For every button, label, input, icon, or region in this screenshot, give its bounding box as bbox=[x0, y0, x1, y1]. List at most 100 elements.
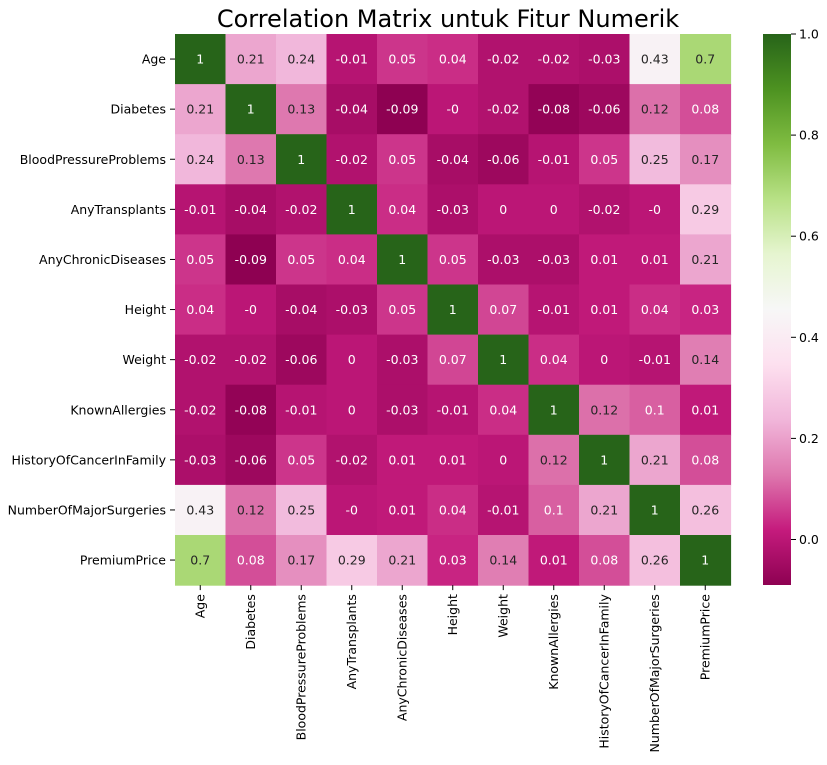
heatmap-cell bbox=[427, 234, 479, 286]
heatmap-cell bbox=[629, 134, 681, 185]
heatmap-cell-value: -0 bbox=[447, 102, 460, 117]
heatmap-cell bbox=[326, 184, 378, 235]
heatmap-cell-value: 0.05 bbox=[287, 252, 315, 267]
heatmap-cell-value: 0.21 bbox=[641, 452, 669, 467]
y-tick-label: HistoryOfCancerInFamily bbox=[11, 452, 166, 467]
heatmap-cell bbox=[629, 234, 681, 286]
chart-title: Correlation Matrix untuk Fitur Numerik bbox=[217, 5, 679, 33]
heatmap-cell-value: -0.04 bbox=[437, 152, 469, 167]
heatmap-cell bbox=[276, 434, 328, 486]
heatmap-cell-value: 0.24 bbox=[186, 152, 214, 167]
heatmap-cell bbox=[478, 84, 530, 135]
heatmap-cell bbox=[276, 84, 328, 135]
heatmap-cell-value: 0.13 bbox=[287, 102, 315, 117]
heatmap-cell-value: 0 bbox=[348, 352, 356, 367]
heatmap-cell bbox=[579, 284, 631, 336]
heatmap-cell bbox=[528, 234, 580, 286]
heatmap-cell bbox=[629, 34, 681, 85]
heatmap-cell bbox=[225, 34, 277, 85]
heatmap-cell bbox=[528, 535, 580, 586]
heatmap-cell bbox=[579, 334, 631, 386]
heatmap-cell bbox=[680, 184, 732, 235]
colorbar-tick-label: 0.0 bbox=[799, 532, 819, 547]
heatmap-cells bbox=[175, 34, 732, 586]
heatmap-cell-value: -0.01 bbox=[437, 402, 469, 417]
heatmap-cell-value: 0.03 bbox=[691, 302, 719, 317]
heatmap-cell-value: 0.04 bbox=[439, 52, 467, 67]
heatmap-cell bbox=[225, 134, 277, 185]
heatmap-cell-value: 0.05 bbox=[439, 252, 467, 267]
heatmap-cell-value: 0.01 bbox=[641, 252, 669, 267]
y-tick-label: KnownAllergies bbox=[70, 402, 166, 417]
heatmap-cell-value: 0.21 bbox=[590, 502, 618, 517]
heatmap-cell bbox=[326, 535, 378, 586]
heatmap-cell bbox=[276, 484, 328, 536]
heatmap-cell bbox=[478, 34, 530, 85]
heatmap-cell bbox=[680, 334, 732, 386]
heatmap-cell-value: 0.21 bbox=[691, 252, 719, 267]
heatmap-cell-labels: 1 0.21 0.24 -0.01 0.05 0.04 -0.02 -0.02 -0.03 0.4… bbox=[184, 52, 719, 568]
heatmap-cell-value: -0.01 bbox=[184, 202, 216, 217]
heatmap-cell bbox=[276, 384, 328, 436]
heatmap-cell bbox=[579, 535, 631, 586]
heatmap-cell bbox=[427, 284, 479, 336]
x-tick-label: PremiumPrice bbox=[698, 594, 713, 680]
heatmap-cell bbox=[225, 434, 277, 486]
heatmap-cell bbox=[175, 84, 227, 135]
heatmap-cell-value: 0 bbox=[499, 202, 507, 217]
heatmap-cell-value: -0.08 bbox=[235, 402, 267, 417]
heatmap-cell-value: -0.03 bbox=[386, 352, 418, 367]
heatmap-cell bbox=[579, 234, 631, 286]
heatmap-cell bbox=[377, 234, 429, 286]
colorbar-gradient bbox=[763, 34, 791, 585]
heatmap-cell bbox=[276, 234, 328, 286]
heatmap-cell bbox=[478, 384, 530, 436]
heatmap-cell bbox=[629, 484, 681, 536]
heatmap-cell-value: -0.04 bbox=[285, 302, 317, 317]
heatmap-cell-value: 0.01 bbox=[540, 553, 568, 568]
heatmap-cell-value: -0.03 bbox=[437, 202, 469, 217]
heatmap-cell-value: -0.02 bbox=[336, 452, 368, 467]
heatmap-cell-value: 0.01 bbox=[590, 252, 618, 267]
x-tick-label: KnownAllergies bbox=[546, 594, 561, 690]
heatmap-cell bbox=[326, 84, 378, 135]
heatmap-cell bbox=[377, 184, 429, 235]
heatmap-cell-value: 0.08 bbox=[590, 553, 618, 568]
heatmap-cell bbox=[175, 34, 227, 85]
heatmap-cell bbox=[225, 384, 277, 436]
heatmap-cell-value: -0.01 bbox=[487, 502, 519, 517]
heatmap-cell bbox=[528, 434, 580, 486]
heatmap-cell bbox=[478, 484, 530, 536]
heatmap-cell-value: 0.05 bbox=[388, 302, 416, 317]
heatmap-cell-value: -0.02 bbox=[184, 352, 216, 367]
heatmap-cell-value: 0.7 bbox=[695, 52, 715, 67]
heatmap-cell bbox=[629, 284, 681, 336]
heatmap-cell-value: 0 bbox=[499, 452, 507, 467]
heatmap-cell-value: -0.03 bbox=[336, 302, 368, 317]
heatmap-cell bbox=[579, 434, 631, 486]
heatmap-cell-value: 0.12 bbox=[540, 452, 568, 467]
heatmap-cell-value: 0.1 bbox=[645, 402, 665, 417]
x-tick-label: NumberOfMajorSurgeries bbox=[647, 594, 662, 752]
heatmap-cell-value: 0.08 bbox=[691, 102, 719, 117]
heatmap-cell bbox=[579, 84, 631, 135]
heatmap-cell bbox=[175, 434, 227, 486]
heatmap-cell bbox=[225, 234, 277, 286]
heatmap-cell bbox=[427, 434, 479, 486]
y-tick-label: Age bbox=[142, 52, 166, 67]
heatmap-cell-value: 1 bbox=[348, 202, 356, 217]
heatmap-cell-value: 0.07 bbox=[489, 302, 517, 317]
heatmap-cell bbox=[629, 535, 681, 586]
heatmap-cell bbox=[528, 134, 580, 185]
heatmap-cell bbox=[478, 184, 530, 235]
heatmap-cell-value: 1 bbox=[701, 553, 709, 568]
heatmap-cell-value: 0.08 bbox=[691, 452, 719, 467]
heatmap-cell bbox=[175, 484, 227, 536]
heatmap-cell-value: 0.01 bbox=[691, 402, 719, 417]
x-tick-label: Age bbox=[193, 594, 208, 618]
heatmap-cell bbox=[175, 284, 227, 336]
heatmap-cell-value: -0.03 bbox=[538, 252, 570, 267]
heatmap-cell bbox=[377, 384, 429, 436]
colorbar-tick-label: 0.8 bbox=[799, 128, 819, 143]
heatmap-cell bbox=[579, 484, 631, 536]
